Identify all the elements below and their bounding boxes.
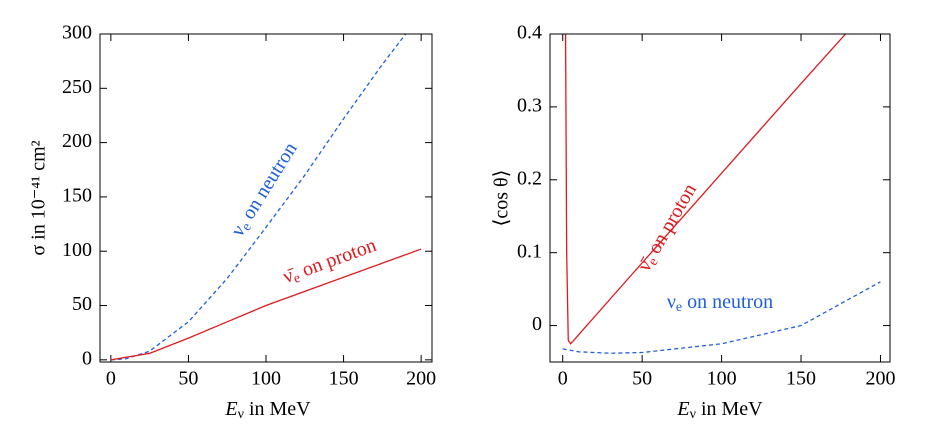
y-tick-label: 200 xyxy=(62,130,92,152)
label-part: E xyxy=(676,398,689,420)
y-tick-label: 50 xyxy=(72,293,92,315)
y-tick-label: 300 xyxy=(62,22,92,44)
y-tick-label: 0 xyxy=(532,313,542,335)
label-part: in MeV xyxy=(696,398,763,420)
label-part: on proton xyxy=(641,180,701,262)
x-tick-label: 150 xyxy=(786,368,816,390)
label-subscript: ν xyxy=(690,407,696,422)
x-tick-label: 200 xyxy=(406,368,436,390)
label-part: on neutron xyxy=(682,291,773,313)
plot-frame xyxy=(549,33,891,363)
label-subscript: e xyxy=(676,300,682,315)
annotation: νe on neutron xyxy=(667,291,773,316)
label-part: E xyxy=(224,398,237,420)
x-axis-label: Eν in MeV xyxy=(224,398,311,423)
series-line xyxy=(564,34,846,345)
panel: 0 50 100 150 200 0 50 100 150 200 250 300 σ in 10⁻⁴¹… xyxy=(28,22,437,423)
x-tick-label: 150 xyxy=(329,368,359,390)
annotation: ν̄e on proton xyxy=(633,180,703,277)
series-line xyxy=(110,248,422,361)
series-line xyxy=(562,281,881,354)
label-subscript: ν xyxy=(238,407,244,422)
panel: 0 50 100 150 200 0 0.1 0.2 0.3 0.4 ⟨cos θ⟩ Eν in Me… xyxy=(491,22,896,423)
x-axis-label: Eν in MeV xyxy=(676,398,763,423)
y-tick-label: 0.4 xyxy=(517,22,542,44)
y-tick-label: 0 xyxy=(82,347,92,369)
x-tick-label: 0 xyxy=(558,368,568,390)
x-tick-label: 50 xyxy=(178,368,198,390)
plot-frame xyxy=(99,33,433,363)
y-tick-label: 250 xyxy=(62,76,92,98)
y-tick-label: 0.3 xyxy=(517,94,542,116)
annotation: νe on neutron xyxy=(226,138,303,241)
x-tick-label: 200 xyxy=(865,368,895,390)
label-part: on neutron xyxy=(234,138,301,227)
label-part: in MeV xyxy=(244,398,311,420)
label-part: on proton xyxy=(294,234,379,283)
x-tick-label: 0 xyxy=(106,368,116,390)
y-tick-label: 100 xyxy=(62,239,92,261)
series-line xyxy=(110,34,407,361)
y-axis-label: σ in 10⁻⁴¹ cm² xyxy=(28,140,50,255)
label-subscript: e xyxy=(292,271,303,287)
x-tick-label: 100 xyxy=(707,368,737,390)
y-axis-label: ⟨cos θ⟩ xyxy=(491,170,513,227)
x-tick-label: 50 xyxy=(632,368,652,390)
y-tick-label: 150 xyxy=(62,185,92,207)
x-tick-label: 100 xyxy=(251,368,281,390)
y-tick-label: 0.2 xyxy=(517,167,542,189)
label-part: ν xyxy=(667,291,676,313)
y-tick-label: 0.1 xyxy=(517,240,542,262)
